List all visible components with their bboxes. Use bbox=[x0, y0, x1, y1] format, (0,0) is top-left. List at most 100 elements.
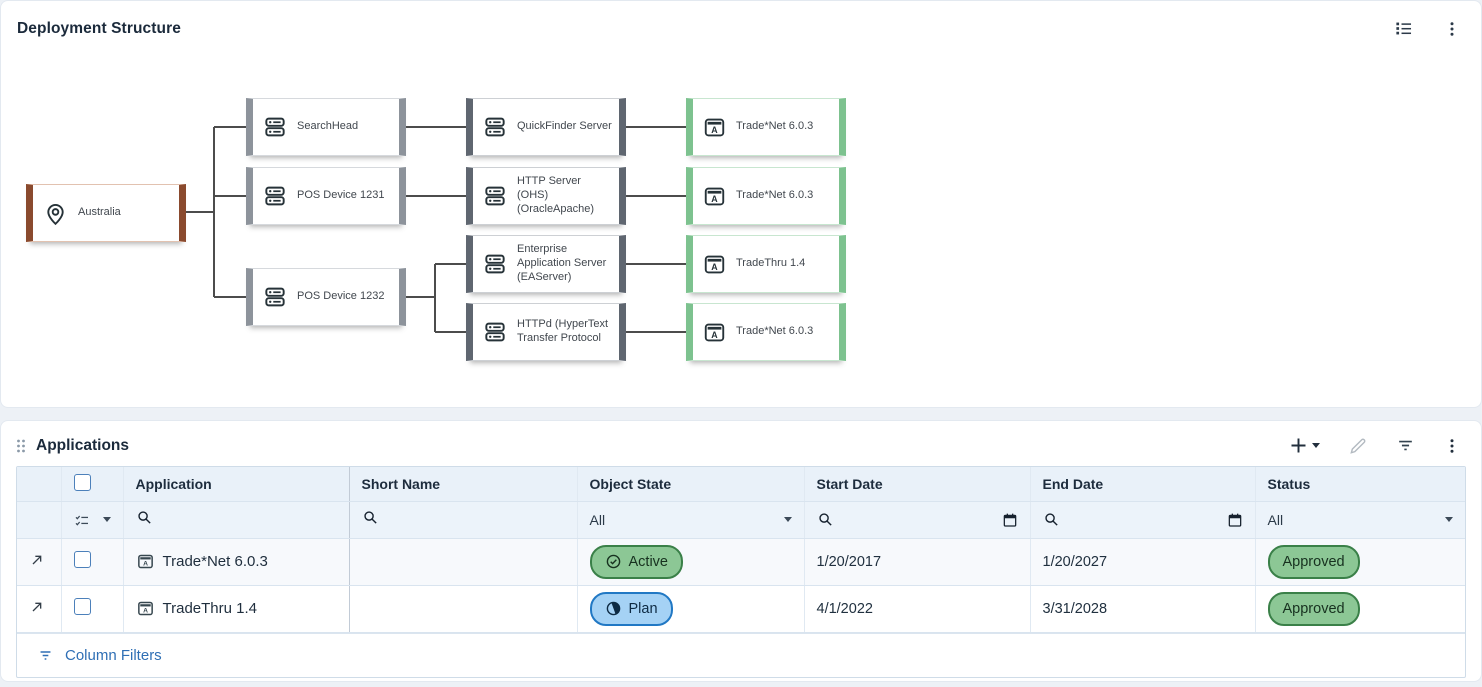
application-search-filter[interactable] bbox=[123, 501, 350, 539]
selection-filter[interactable] bbox=[61, 501, 124, 539]
diagram-node-http-server-ohs[interactable]: HTTP Server (OHS) (OracleApache) bbox=[466, 167, 626, 225]
chevron-down-icon bbox=[1445, 517, 1453, 522]
diagram-node-tradenet-1[interactable]: A Trade*Net 6.0.3 bbox=[686, 98, 846, 156]
object-state-badge: Plan bbox=[589, 591, 673, 626]
column-filters-button[interactable]: Column Filters bbox=[17, 632, 1465, 677]
calendar-icon[interactable] bbox=[1002, 512, 1018, 528]
node-label: HTTP Server (OHS) (OracleApache) bbox=[517, 175, 595, 215]
status-filter[interactable]: All bbox=[1255, 501, 1465, 539]
pencil-icon bbox=[1350, 438, 1366, 454]
column-header-status[interactable]: Status bbox=[1255, 467, 1465, 502]
diagram-node-quickfinder-server[interactable]: QuickFinder Server bbox=[466, 98, 626, 156]
panel-menu-button[interactable] bbox=[1441, 18, 1463, 40]
column-filters-label: Column Filters bbox=[65, 646, 162, 664]
calendar-icon[interactable] bbox=[1227, 512, 1243, 528]
object-state-badge: Active bbox=[589, 544, 683, 579]
plan-state-icon bbox=[606, 601, 620, 616]
diagram-node-searchhead[interactable]: SearchHead bbox=[246, 98, 406, 156]
short-name-search-filter[interactable] bbox=[349, 501, 578, 539]
node-label: Trade*Net 6.0.3 bbox=[736, 120, 814, 133]
search-icon bbox=[137, 510, 151, 524]
start-date-filter[interactable] bbox=[804, 501, 1031, 539]
end-date-cell: 3/31/2028 bbox=[1030, 585, 1256, 633]
row-checkbox[interactable] bbox=[73, 598, 91, 615]
svg-text:A: A bbox=[711, 125, 718, 135]
diagram-node-pos-device-1231[interactable]: POS Device 1231 bbox=[246, 167, 406, 225]
open-record-arrow-icon[interactable] bbox=[29, 599, 45, 615]
search-icon bbox=[818, 513, 832, 526]
node-label: QuickFinder Server bbox=[517, 120, 612, 133]
column-header-end-date[interactable]: End Date bbox=[1030, 467, 1256, 502]
deployment-panel-header: Deployment Structure bbox=[1, 1, 1481, 44]
server-icon bbox=[265, 186, 285, 206]
application-link[interactable]: Trade*Net 6.0.3 bbox=[162, 553, 268, 570]
kebab-menu-icon bbox=[1450, 438, 1454, 453]
short-name-cell bbox=[349, 585, 578, 633]
table-filter-button[interactable] bbox=[1394, 434, 1417, 457]
filter-cell-empty bbox=[17, 501, 62, 539]
diagram-node-enterprise-application-server[interactable]: Enterprise Application Server (EAServer) bbox=[466, 235, 626, 293]
server-icon bbox=[265, 117, 285, 137]
server-icon bbox=[265, 287, 285, 307]
diagram-node-australia[interactable]: Australia bbox=[26, 184, 186, 242]
chevron-down-icon bbox=[783, 517, 792, 522]
diagram-node-tradenet-3[interactable]: A Trade*Net 6.0.3 bbox=[686, 303, 846, 361]
start-date-cell: 4/1/2022 bbox=[804, 585, 1031, 633]
open-record-cell bbox=[17, 538, 62, 586]
column-header-open bbox=[17, 467, 62, 502]
list-view-button[interactable] bbox=[1392, 17, 1415, 40]
page-title: Deployment Structure bbox=[17, 19, 181, 37]
diagram-node-tradethru[interactable]: A TradeThru 1.4 bbox=[686, 235, 846, 293]
svg-text:A: A bbox=[711, 330, 718, 340]
server-icon bbox=[485, 322, 505, 342]
application-icon: A bbox=[704, 323, 725, 341]
table-menu-button[interactable] bbox=[1441, 435, 1463, 457]
column-header-application[interactable]: Application bbox=[123, 467, 350, 502]
node-label: SearchHead bbox=[297, 120, 359, 133]
column-header-object-state[interactable]: Object State bbox=[577, 467, 805, 502]
open-record-arrow-icon[interactable] bbox=[29, 552, 45, 568]
end-date-cell: 1/20/2027 bbox=[1030, 538, 1256, 586]
kebab-menu-icon bbox=[1450, 21, 1454, 36]
short-name-cell bbox=[349, 538, 578, 586]
column-header-start-date[interactable]: Start Date bbox=[804, 467, 1031, 502]
deployment-structure-panel: Deployment Structure Australi bbox=[0, 0, 1482, 408]
diagram-node-httpd[interactable]: HTTPd (HyperText Transfer Protocol bbox=[466, 303, 626, 361]
status-badge: Approved bbox=[1267, 591, 1360, 626]
server-icon bbox=[485, 117, 505, 137]
select-all-checkbox[interactable] bbox=[73, 473, 91, 491]
table-row: A Trade*Net 6.0.3 Active bbox=[17, 538, 1465, 586]
application-icon: A bbox=[704, 255, 725, 273]
edit-button[interactable] bbox=[1346, 434, 1370, 458]
row-checkbox[interactable] bbox=[73, 551, 91, 568]
list-icon bbox=[1396, 22, 1412, 35]
search-icon bbox=[1044, 513, 1058, 526]
status-badge: Approved bbox=[1267, 544, 1360, 579]
application-icon: A bbox=[137, 554, 153, 569]
node-label: TradeThru 1.4 bbox=[736, 257, 806, 270]
diagram-node-pos-device-1232[interactable]: POS Device 1232 bbox=[246, 268, 406, 326]
add-application-button[interactable] bbox=[1286, 433, 1322, 458]
column-header-select bbox=[61, 467, 124, 502]
diagram-node-tradenet-2[interactable]: A Trade*Net 6.0.3 bbox=[686, 167, 846, 225]
server-icon bbox=[485, 186, 505, 206]
column-header-short-name[interactable]: Short Name bbox=[349, 467, 578, 502]
svg-text:A: A bbox=[143, 561, 148, 568]
application-link[interactable]: TradeThru 1.4 bbox=[162, 600, 258, 617]
drag-handle-icon[interactable] bbox=[15, 438, 27, 454]
node-label: POS Device 1232 bbox=[297, 290, 385, 303]
application-icon: A bbox=[704, 187, 725, 205]
object-state-filter[interactable]: All bbox=[577, 501, 805, 539]
start-date-cell: 1/20/2017 bbox=[804, 538, 1031, 586]
applications-title: Applications bbox=[36, 436, 130, 454]
chevron-down-icon bbox=[102, 517, 111, 522]
end-date-filter[interactable] bbox=[1030, 501, 1256, 539]
node-label: Trade*Net 6.0.3 bbox=[736, 189, 814, 202]
plus-icon bbox=[1291, 438, 1306, 453]
filter-icon bbox=[40, 650, 51, 660]
applications-table: Application Short Name Object State Star… bbox=[16, 466, 1466, 678]
applications-panel-header: Applications bbox=[1, 421, 1481, 466]
node-label: POS Device 1231 bbox=[297, 189, 385, 202]
application-icon: A bbox=[137, 601, 153, 616]
add-dropdown-caret bbox=[1312, 443, 1320, 448]
